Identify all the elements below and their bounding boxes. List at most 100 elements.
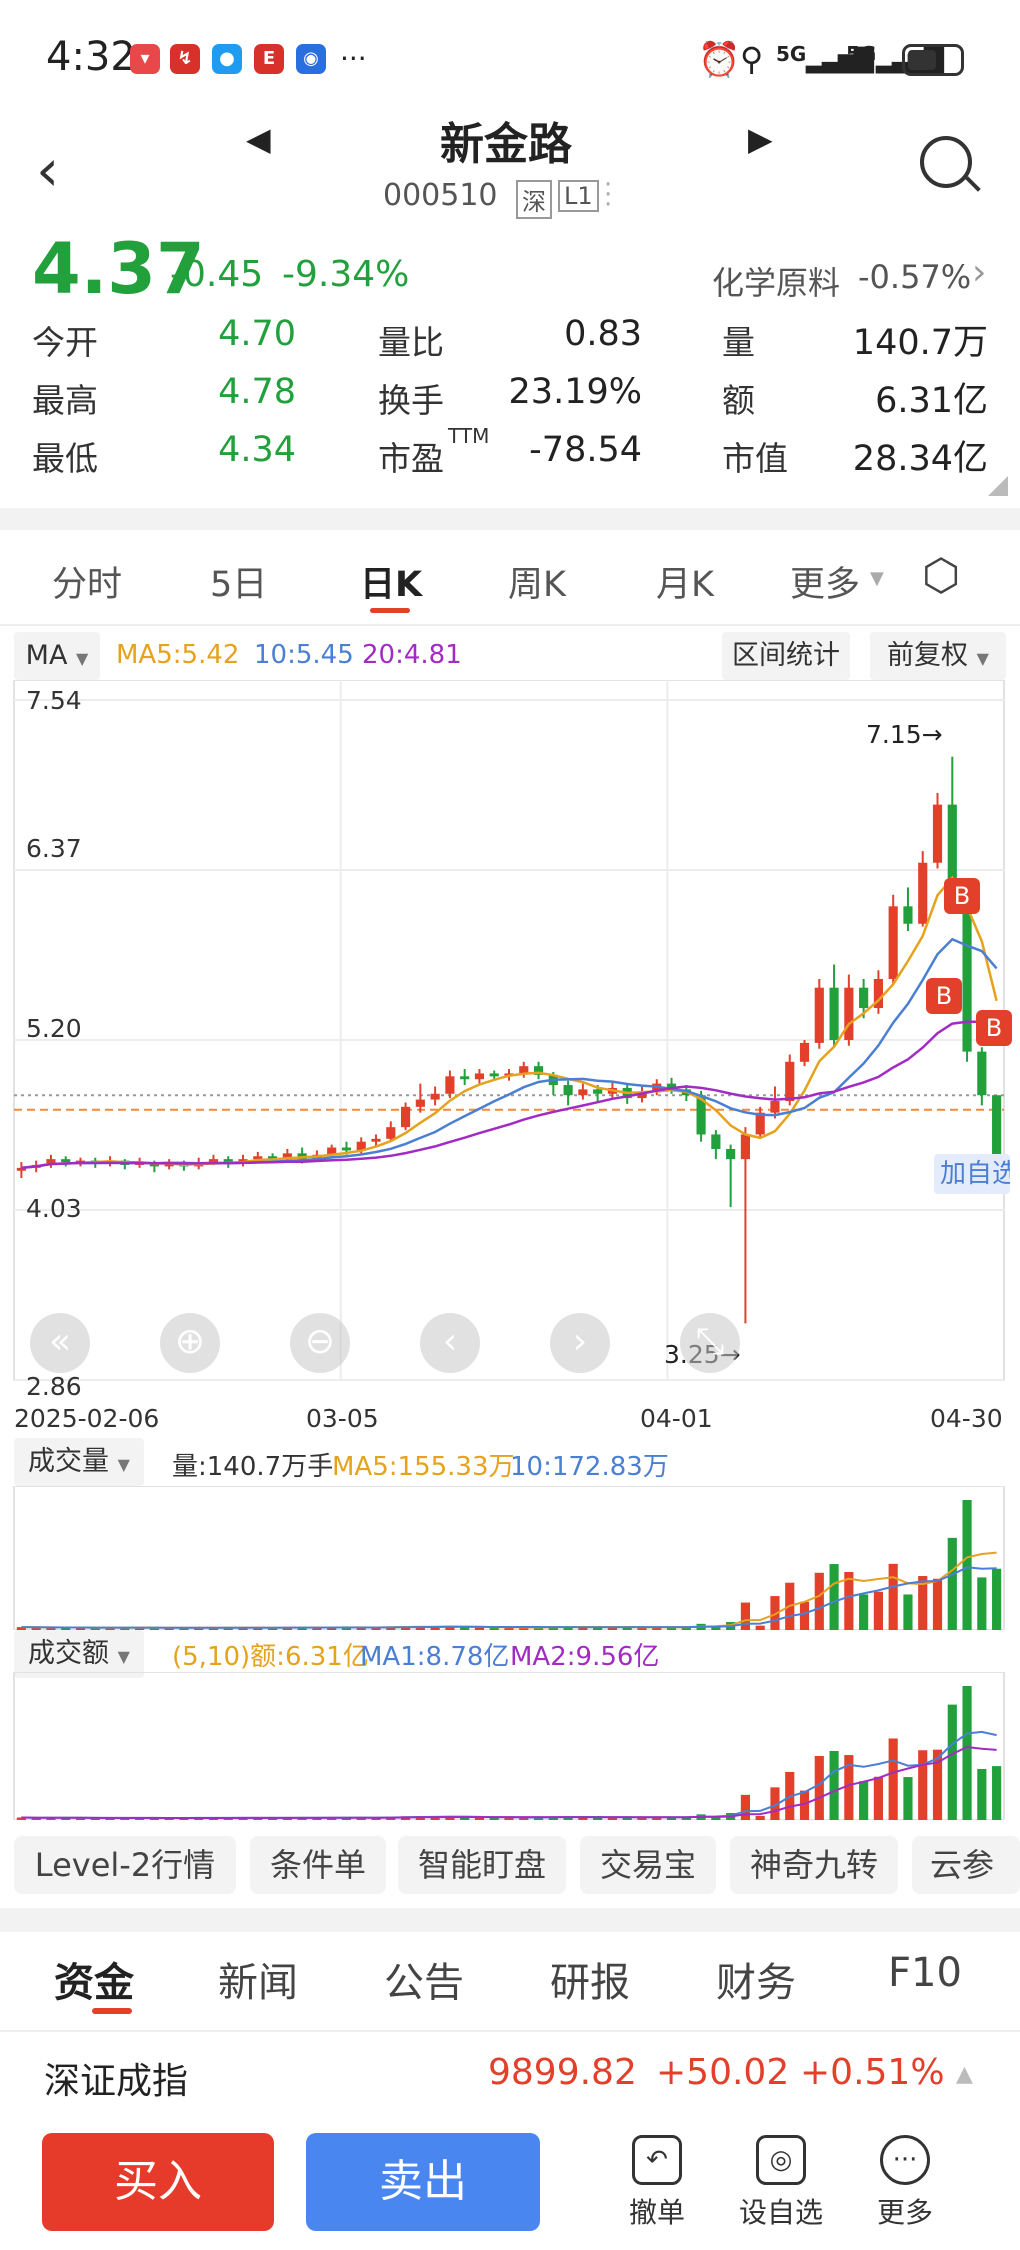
volume-selector[interactable]: 成交量 ▼	[14, 1438, 144, 1486]
sector-name[interactable]: 化学原料	[712, 264, 841, 302]
set-watchlist-button[interactable]: ◎ 设自选	[736, 2135, 826, 2231]
tab-finance[interactable]: 财务	[716, 1960, 796, 2006]
tab-f10[interactable]: F10	[888, 1950, 962, 1996]
expand-corner-icon[interactable]	[988, 476, 1008, 496]
tab-daily-k[interactable]: 日K	[360, 565, 423, 605]
tool-conditional-order[interactable]: 条件单	[250, 1836, 386, 1894]
volume-bar	[637, 1627, 647, 1630]
buy-button[interactable]: 买入	[42, 2133, 274, 2231]
tab-news[interactable]: 新闻	[218, 1960, 298, 2006]
volume-bar	[873, 1591, 883, 1630]
volume-bar	[873, 1776, 883, 1820]
tabs-divider	[0, 624, 1020, 626]
next-stock-icon[interactable]: ▶	[748, 120, 773, 158]
volume-bar	[149, 1627, 159, 1630]
candle-body	[563, 1085, 573, 1096]
open-value: 4.70	[218, 314, 296, 354]
buy-marker[interactable]: B	[944, 878, 980, 914]
range-stats-button[interactable]: 区间统计	[722, 632, 850, 680]
app-red-icon: ▾	[130, 44, 160, 74]
volume-bar	[430, 1627, 440, 1630]
candle-body	[666, 1083, 677, 1090]
candle-body	[785, 1061, 795, 1102]
volume-bar	[31, 1817, 41, 1820]
volume-bar	[120, 1627, 130, 1630]
tab-announcements[interactable]: 公告	[384, 1960, 464, 2006]
scroll-left-icon[interactable]: ‹	[420, 1313, 480, 1373]
tab-research[interactable]: 研报	[550, 1960, 630, 2006]
chevron-right-icon[interactable]: ›	[972, 252, 987, 293]
zoom-out-icon[interactable]: ⊖	[290, 1313, 350, 1373]
set-watchlist-icon: ◎	[756, 2135, 806, 2185]
volume-bar	[341, 1627, 352, 1630]
amount-label: 额	[722, 381, 755, 420]
add-watchlist-tag[interactable]: 加自选	[934, 1154, 1010, 1194]
candlestick-chart[interactable]	[0, 680, 1020, 1400]
volume-bar	[164, 1627, 174, 1630]
tool-trade-treasure[interactable]: 交易宝	[580, 1836, 716, 1894]
buy-marker[interactable]: B	[976, 1010, 1012, 1046]
buy-marker[interactable]: B	[926, 978, 962, 1014]
back-icon[interactable]: ‹	[36, 136, 60, 204]
tool-level2[interactable]: Level-2行情	[14, 1836, 236, 1894]
fullscreen-icon[interactable]: ⤡	[680, 1313, 740, 1373]
volume-bar	[238, 1627, 248, 1630]
volume-bar	[607, 1627, 618, 1630]
set-watchlist-label: 设自选	[738, 2196, 823, 2229]
cancel-order-button[interactable]: ↶ 撤单	[612, 2135, 702, 2231]
volume-bar	[799, 1790, 810, 1820]
sell-button[interactable]: 卖出	[306, 2133, 540, 2231]
volume-bar	[489, 1627, 499, 1630]
candle-body	[460, 1076, 470, 1080]
candle-body	[932, 804, 943, 863]
volume-bar	[533, 1627, 544, 1630]
candle-body	[16, 1167, 26, 1171]
candle-body	[696, 1095, 706, 1135]
location-icon: ⚲	[740, 40, 764, 78]
tab-monthly-k[interactable]: 月K	[656, 565, 714, 605]
tab-5day[interactable]: 5日	[210, 565, 268, 605]
index-bar[interactable]: 深证成指 9899.82 +50.02 +0.51% ▲	[0, 2030, 1020, 2116]
search-icon[interactable]	[920, 136, 981, 192]
settings-hex-icon[interactable]: ⬡	[922, 550, 961, 601]
tab-intraday[interactable]: 分时	[52, 565, 123, 605]
x-tick-label: 03-05	[306, 1404, 379, 1433]
candle-body	[223, 1159, 233, 1164]
candle-body	[519, 1066, 529, 1074]
scroll-right-icon[interactable]: ›	[550, 1313, 610, 1373]
cancel-order-label: 撤单	[628, 2196, 685, 2229]
y-tick-label: 4.03	[26, 1194, 82, 1223]
divider	[0, 1908, 1020, 1932]
turnover-selector[interactable]: 成交额 ▼	[14, 1630, 144, 1678]
adjust-selector[interactable]: 前复权 ▼	[870, 632, 1006, 680]
tool-magic-nine[interactable]: 神奇九转	[730, 1836, 898, 1894]
alarm-icon: ⏰	[698, 40, 741, 80]
candle-body	[253, 1156, 263, 1160]
volume-bar	[652, 1627, 662, 1630]
prev-stock-icon[interactable]: ◀	[246, 120, 271, 158]
sector-pct[interactable]: -0.57%	[858, 258, 972, 296]
candle-body	[356, 1141, 366, 1151]
tool-smart-monitor[interactable]: 智能盯盘	[398, 1836, 566, 1894]
ma-selector[interactable]: MA ▼	[14, 632, 100, 680]
volume-bar	[253, 1817, 263, 1820]
candle-body	[61, 1159, 71, 1163]
jump-start-icon[interactable]: «	[30, 1313, 90, 1373]
candle-body	[637, 1092, 647, 1099]
ma-selector-label: MA	[25, 640, 68, 671]
volume-bar	[859, 1594, 869, 1630]
turnover-ma1: MA1:8.78亿	[360, 1642, 510, 1672]
panel-frame	[13, 1672, 1005, 1820]
tab-more[interactable]: 更多	[790, 565, 861, 605]
tool-cloud[interactable]: 云参	[912, 1836, 1020, 1894]
candle-body	[859, 987, 869, 1009]
more-dots-icon[interactable]: · · ·	[604, 170, 613, 220]
candle-body	[652, 1083, 662, 1093]
tab-funds[interactable]: 资金	[54, 1960, 134, 2006]
more-actions-button[interactable]: ··· 更多	[860, 2135, 950, 2231]
zoom-in-icon[interactable]: ⊕	[160, 1313, 220, 1373]
tab-weekly-k[interactable]: 周K	[508, 565, 566, 605]
vol-ratio-value: 0.83	[564, 314, 642, 354]
candle-body	[533, 1066, 544, 1075]
index-pct: +0.51%	[800, 2052, 945, 2093]
